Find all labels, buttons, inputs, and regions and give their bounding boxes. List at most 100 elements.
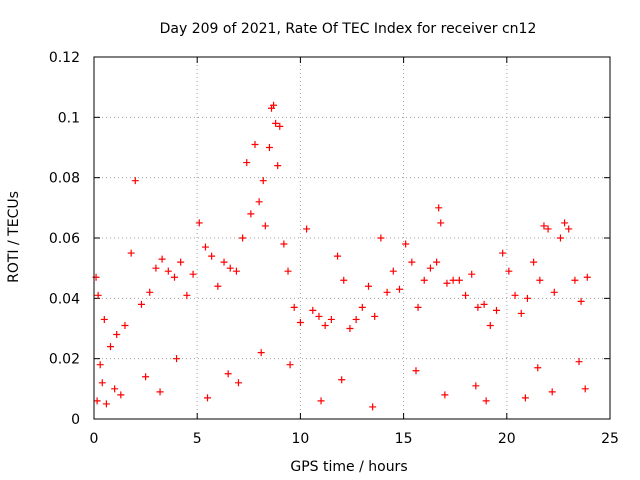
data-point	[383, 288, 391, 296]
data-point	[204, 394, 212, 402]
data-point	[276, 122, 284, 130]
x-tick-label: 0	[90, 431, 99, 447]
data-point	[511, 291, 519, 299]
x-tick-label: 20	[498, 431, 516, 447]
data-point	[371, 312, 379, 320]
data-point	[571, 276, 579, 284]
data-point	[317, 397, 325, 405]
data-point	[521, 394, 529, 402]
data-point	[195, 219, 203, 227]
y-tick-label: 0.08	[49, 171, 80, 187]
x-tick-label: 5	[193, 431, 202, 447]
data-point	[290, 303, 298, 311]
y-tick-label: 0	[71, 412, 80, 428]
data-point	[540, 222, 548, 230]
data-point	[111, 385, 119, 393]
axis-ticks	[93, 56, 611, 420]
data-point	[426, 264, 434, 272]
data-point	[389, 267, 397, 275]
data-point	[472, 382, 480, 390]
data-point	[561, 219, 569, 227]
data-point	[492, 306, 500, 314]
y-tick-label: 0.06	[49, 231, 80, 247]
data-point	[272, 119, 280, 127]
data-point	[284, 267, 292, 275]
data-point	[338, 376, 346, 384]
data-point	[534, 364, 542, 372]
data-point	[137, 300, 145, 308]
data-point	[583, 273, 591, 281]
data-point	[247, 210, 255, 218]
data-point	[556, 234, 564, 242]
data-point	[102, 400, 110, 408]
data-point	[158, 255, 166, 263]
data-point	[201, 243, 209, 251]
data-point	[142, 373, 150, 381]
data-point	[257, 349, 265, 357]
data-point	[536, 276, 544, 284]
chart-title: Day 209 of 2021, Rate Of TEC Index for r…	[160, 21, 537, 37]
tick-labels: 0 5 10 15 20 25 0 0.02 0.04 0.06 0.08 0.1 0.12	[49, 50, 619, 447]
data-point	[183, 291, 191, 299]
data-point	[251, 140, 259, 148]
data-point	[280, 240, 288, 248]
data-point	[208, 252, 216, 260]
data-point	[96, 361, 104, 369]
y-tick-label: 0.12	[49, 50, 80, 66]
data-point	[255, 198, 263, 206]
data-point	[550, 288, 558, 296]
data-point	[334, 252, 342, 260]
data-point	[352, 315, 360, 323]
data-point	[94, 291, 102, 299]
y-tick-label: 0.1	[58, 110, 80, 126]
data-point	[164, 267, 172, 275]
y-axis-label: ROTI / TECUs	[6, 191, 22, 283]
data-point	[340, 276, 348, 284]
data-point	[369, 403, 377, 411]
data-point	[296, 318, 304, 326]
data-point	[365, 282, 373, 290]
data-point	[517, 309, 525, 317]
data-point	[395, 285, 403, 293]
data-point	[544, 225, 552, 233]
data-point	[321, 321, 329, 329]
data-point	[107, 343, 115, 351]
data-point	[523, 294, 531, 302]
y-tick-label: 0.04	[49, 291, 80, 307]
data-point	[408, 258, 416, 266]
data-point	[170, 273, 178, 281]
data-point	[575, 358, 583, 366]
x-tick-label: 15	[395, 431, 413, 447]
data-point	[131, 177, 139, 185]
data-point	[412, 367, 420, 375]
data-point	[98, 379, 106, 387]
data-point	[462, 291, 470, 299]
data-point	[482, 397, 490, 405]
data-point	[468, 270, 476, 278]
data-point	[548, 388, 556, 396]
y-tick-label: 0.02	[49, 352, 80, 368]
data-point	[499, 249, 507, 257]
data-point	[100, 315, 108, 323]
grid-lines	[94, 57, 610, 419]
data-point	[358, 303, 366, 311]
data-point	[474, 303, 482, 311]
data-point	[152, 264, 160, 272]
data-point	[214, 282, 222, 290]
data-point	[113, 331, 121, 339]
data-point	[443, 279, 451, 287]
data-point	[121, 321, 129, 329]
data-point	[265, 144, 273, 151]
plot-frame	[93, 56, 611, 420]
data-point	[315, 312, 323, 320]
data-point	[577, 297, 585, 305]
data-point	[303, 225, 311, 233]
data-point	[177, 258, 185, 266]
data-point	[437, 219, 445, 227]
data-point	[156, 388, 164, 396]
data-point	[480, 300, 488, 308]
data-point	[146, 288, 154, 296]
data-point	[435, 204, 443, 212]
data-point	[377, 234, 385, 242]
